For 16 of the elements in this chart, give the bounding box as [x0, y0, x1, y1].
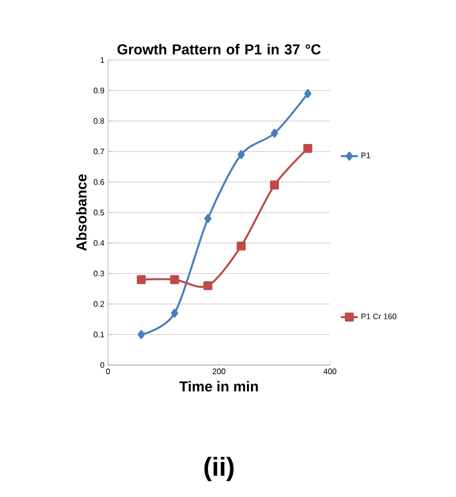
point [204, 214, 212, 224]
point [238, 150, 245, 160]
text: (ii) [204, 456, 234, 482]
point [304, 89, 312, 98]
point [236, 242, 246, 251]
point [170, 308, 178, 318]
point [170, 275, 180, 284]
point [138, 330, 145, 339]
point [270, 180, 279, 190]
point [303, 144, 312, 153]
chart-title: Growth Pattern of P1 in 37 °C [117, 44, 321, 54]
y-axis-title: Absobance [76, 174, 87, 251]
point [136, 275, 146, 284]
point [270, 128, 278, 138]
x-axis-title: Time in min [179, 381, 258, 392]
point [203, 281, 212, 290]
